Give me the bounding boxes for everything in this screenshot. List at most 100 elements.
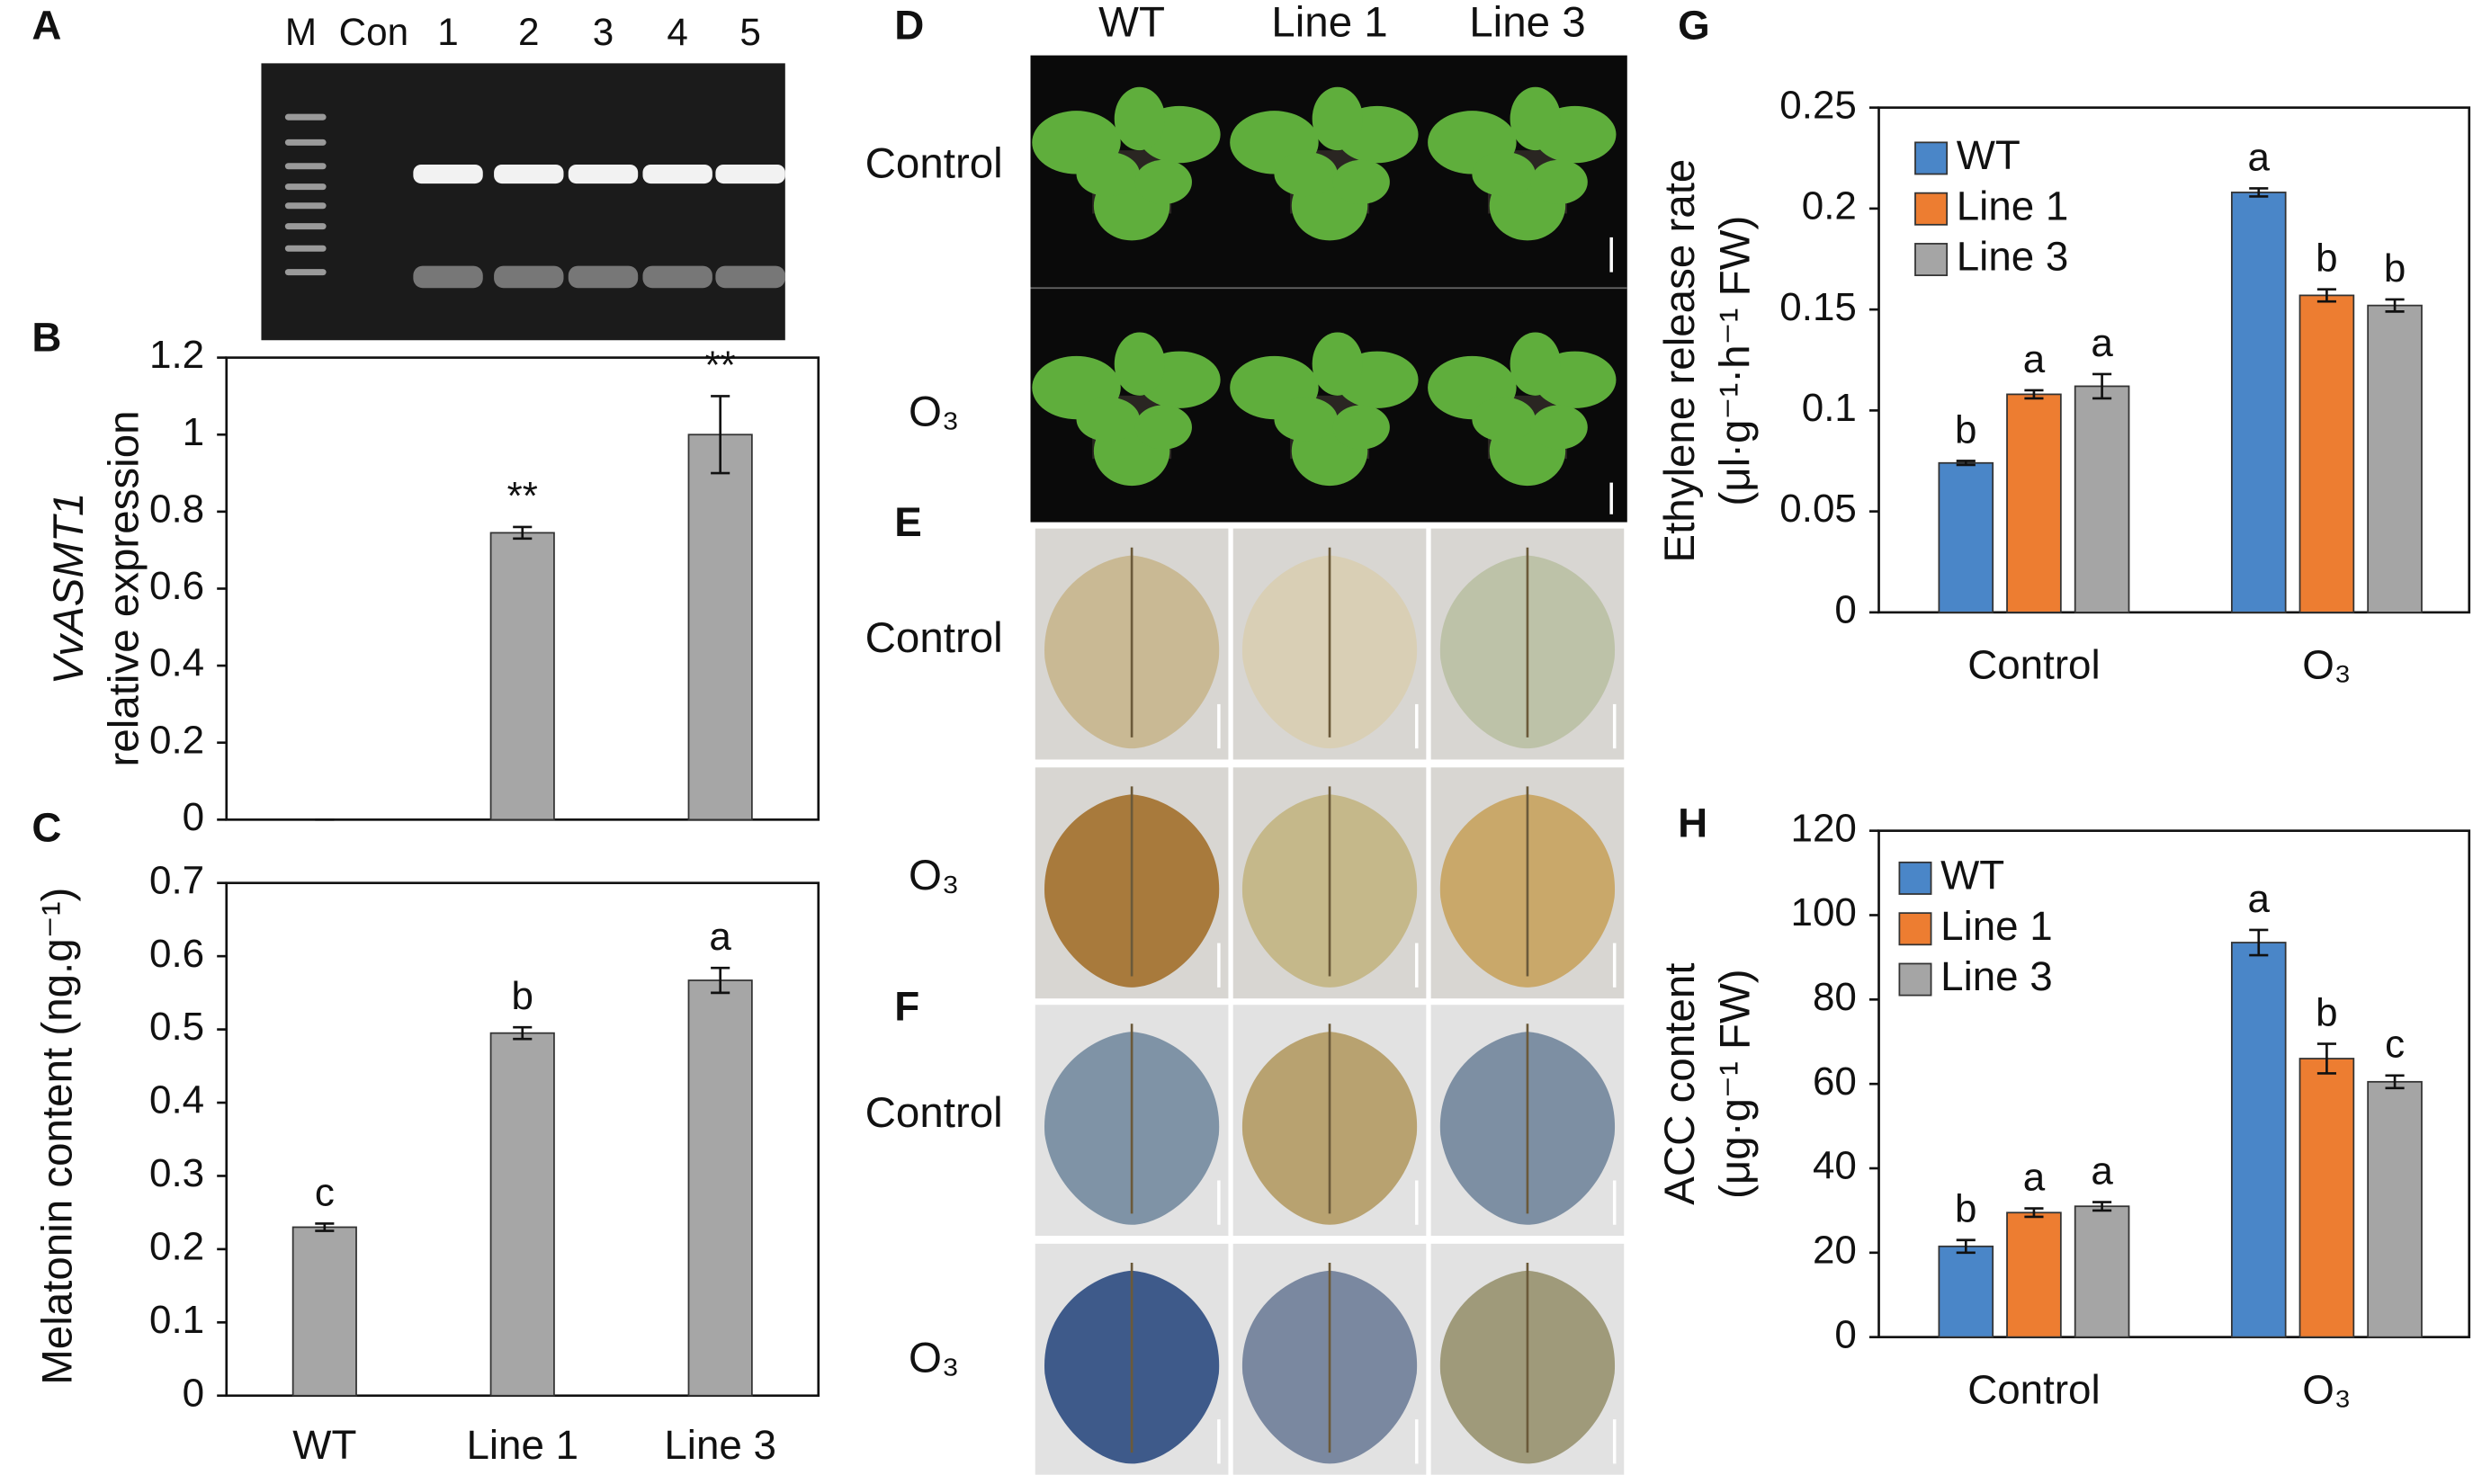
error-bar (513, 1025, 533, 1041)
row-label: Control (865, 1089, 1003, 1137)
ladder-band (284, 139, 327, 146)
lane-label: 5 (739, 11, 760, 53)
bar (2006, 1211, 2062, 1338)
y-tick-label: 0.4 (149, 641, 204, 685)
leaf (1530, 405, 1588, 450)
leaf-photos (1032, 525, 1627, 1479)
bar (2074, 1205, 2130, 1338)
legend-swatch (1914, 141, 1949, 175)
x-tick-label: Line 3 (664, 1422, 776, 1468)
band (494, 164, 564, 184)
ladder-band (284, 245, 327, 252)
panel-letter: G (1678, 3, 1710, 49)
gel-image (261, 63, 785, 341)
legend-label: WT (1957, 132, 2021, 178)
y-axis-label: ACC content (1656, 963, 1704, 1205)
panel-letter: B (31, 314, 61, 360)
error-bar (513, 525, 533, 541)
ladder-band (284, 183, 327, 191)
bar (2367, 304, 2423, 613)
band (413, 164, 483, 184)
bar (2230, 192, 2287, 613)
significance-label: c (2385, 1023, 2405, 1067)
lane-label: 1 (437, 11, 458, 53)
y-tick-label: 120 (1791, 806, 1857, 850)
leaf (1530, 159, 1588, 204)
y-axis-label: VvASMT1 (45, 493, 93, 685)
significance-label: b (2316, 237, 2337, 281)
error-bar (2092, 372, 2112, 400)
leaf (1472, 397, 1536, 442)
plants (1032, 86, 1617, 514)
y-tick-label: 0.2 (149, 718, 204, 762)
ladder (284, 113, 327, 276)
y-tick-label: 0.3 (149, 1151, 204, 1195)
y-tick-label: 1 (183, 410, 204, 454)
band-faint (642, 265, 712, 289)
band (715, 164, 785, 184)
lane-label: 2 (518, 11, 539, 53)
y-tick-label: 0.15 (1779, 285, 1857, 329)
lane-label: Con (339, 11, 408, 53)
ladder-band (284, 223, 327, 230)
error-bar (2316, 1042, 2336, 1075)
bar (2230, 942, 2287, 1338)
error-bar (2092, 1201, 2112, 1212)
band (568, 164, 639, 184)
legend-label: Line 3 (1940, 953, 2053, 999)
significance-label: ** (507, 474, 538, 518)
leaf (1332, 159, 1390, 204)
band-faint (568, 265, 639, 289)
y-tick-label: 80 (1813, 975, 1857, 1019)
y-tick-label: 0 (1834, 1312, 1856, 1356)
leaf (1076, 151, 1140, 197)
x-tick-label: O₃ (2302, 642, 2351, 688)
bar (291, 1226, 357, 1397)
ladder-band (284, 163, 327, 170)
legend-label: WT (1940, 853, 2004, 898)
error-bar (1956, 460, 1976, 467)
significance-label: b (2384, 246, 2406, 291)
error-bar (2249, 187, 2269, 198)
x-tick-label: Control (1967, 1366, 2100, 1412)
lane-label: M (285, 11, 317, 53)
significance-label: a (2091, 321, 2113, 365)
x-tick-label: WT (292, 1422, 356, 1468)
significance-label: a (2248, 877, 2271, 921)
panel-letter: E (894, 499, 922, 545)
y-tick-label: 0.25 (1779, 83, 1857, 127)
row-label: O₃ (909, 1335, 959, 1382)
error-bar (1956, 1238, 1976, 1255)
y-tick-label: 40 (1813, 1144, 1857, 1188)
y-tick-label: 0 (183, 795, 204, 839)
legend-swatch (1914, 192, 1949, 226)
y-axis-label: relative expression (100, 410, 148, 766)
y-tick-label: 0.4 (149, 1078, 204, 1122)
leaf (1510, 86, 1561, 151)
error-bar (2024, 389, 2044, 400)
error-bar (711, 395, 730, 475)
band-faint (494, 265, 564, 289)
ladder-band (284, 113, 327, 121)
bar (2298, 1058, 2355, 1338)
significance-label: b (1955, 407, 1976, 451)
bar (2367, 1080, 2423, 1338)
band (642, 164, 712, 184)
band-faint (715, 265, 785, 289)
legend-swatch (1898, 962, 1932, 997)
y-tick-label: 0.6 (149, 564, 204, 608)
y-tick-label: 20 (1813, 1228, 1857, 1272)
error-bar (711, 966, 730, 995)
panel-letter: C (31, 805, 61, 851)
gel-bands (413, 164, 785, 289)
lane-label: 3 (593, 11, 614, 53)
error-bar (2385, 298, 2405, 313)
legend-swatch (1898, 912, 1932, 946)
x-tick-label: O₃ (2302, 1366, 2351, 1412)
leaf (1076, 397, 1140, 442)
error-bar (2316, 288, 2336, 303)
y-axis-label: Melatonin content (ng.g⁻¹) (34, 888, 82, 1385)
x-tick-label: Control (1967, 642, 2100, 688)
x-tick-label: Line 1 (466, 1422, 578, 1468)
y-tick-label: 1.2 (149, 333, 204, 377)
